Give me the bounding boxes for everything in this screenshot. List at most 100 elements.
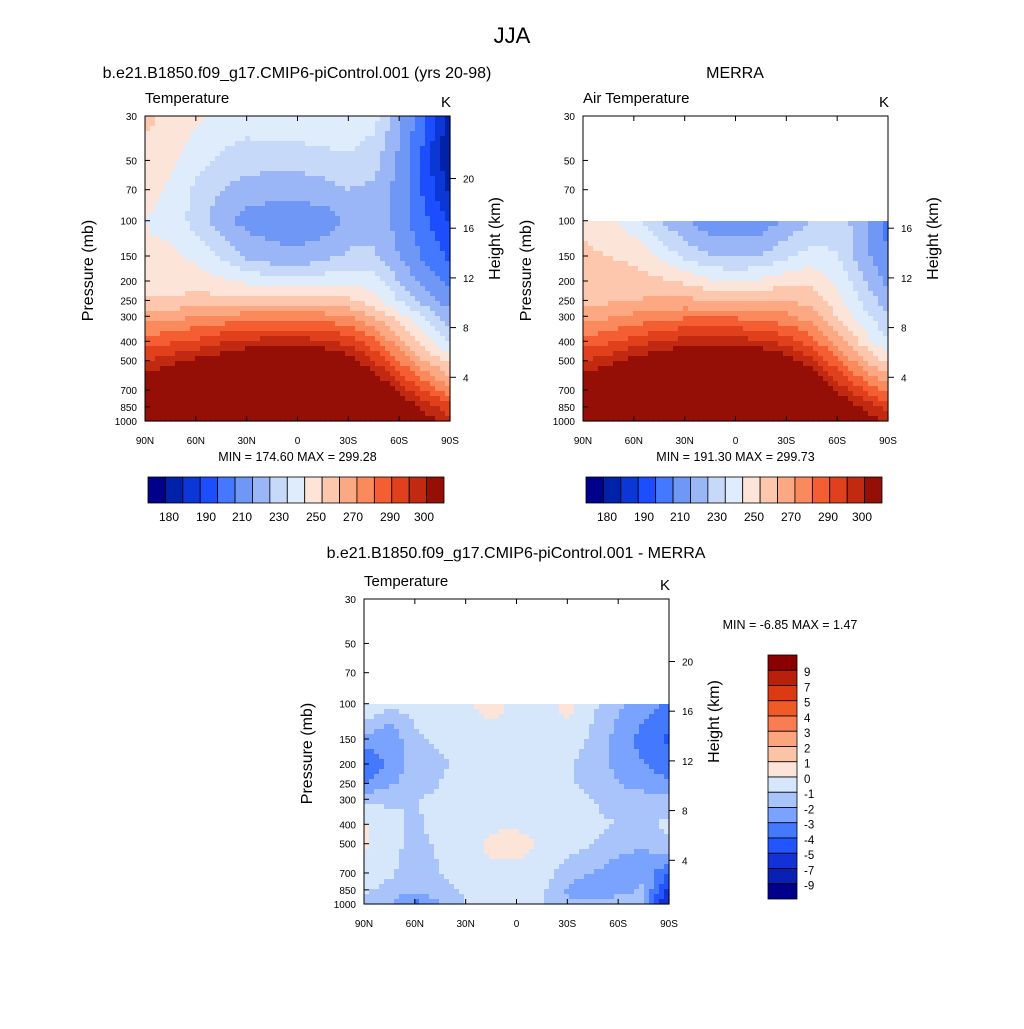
field-cell [195, 266, 201, 272]
field-cell [843, 306, 849, 312]
field-cell [285, 306, 291, 312]
field-cell [315, 376, 321, 382]
field-cell [210, 326, 216, 332]
field-cell [400, 141, 406, 147]
field-cell [220, 351, 226, 357]
field-cell [305, 336, 311, 342]
field-cell [410, 351, 416, 357]
field-cell [290, 351, 296, 357]
field-cell [175, 206, 181, 212]
field-cell [295, 241, 301, 247]
field-cell [155, 211, 161, 217]
field-cell [275, 396, 281, 402]
field-cell [325, 361, 331, 367]
field-cell [275, 321, 281, 327]
field-cell [658, 226, 664, 232]
field-cell [295, 221, 301, 227]
field-cell [803, 291, 809, 297]
field-cell [265, 306, 271, 312]
field-cell [410, 141, 416, 147]
field-cell [220, 346, 226, 352]
field-cell [255, 256, 261, 262]
field-cell [205, 301, 211, 307]
field-cell [195, 386, 201, 392]
field-cell [245, 376, 251, 382]
field-cell [320, 141, 326, 147]
field-cell [180, 286, 186, 292]
field-cell [698, 251, 704, 257]
field-cell [768, 311, 774, 317]
field-cell [678, 291, 684, 297]
field-cell [435, 191, 441, 197]
field-cell [863, 311, 869, 317]
field-cell [868, 231, 874, 237]
field-cell [325, 391, 331, 397]
field-cell [310, 286, 316, 292]
field-cell [833, 311, 839, 317]
field-cell [320, 361, 326, 367]
field-cell [355, 186, 361, 192]
field-cell [310, 396, 316, 402]
field-cell [405, 196, 411, 202]
field-cell [205, 326, 211, 332]
field-cell [325, 356, 331, 362]
field-cell [300, 301, 306, 307]
field-cell [175, 386, 181, 392]
field-cell [648, 256, 654, 262]
field-cell [340, 221, 346, 227]
field-cell [275, 286, 281, 292]
field-cell [380, 311, 386, 317]
field-cell [205, 386, 211, 392]
field-cell [205, 126, 211, 132]
field-cell [385, 221, 391, 227]
field-cell [435, 391, 441, 397]
field-cell [425, 161, 431, 167]
field-cell [708, 286, 714, 292]
field-cell [868, 306, 874, 312]
field-cell [405, 241, 411, 247]
field-cell [245, 166, 251, 172]
field-cell [738, 281, 744, 287]
field-cell [858, 301, 864, 307]
field-cell [385, 126, 391, 132]
field-cell [390, 386, 396, 392]
field-cell [873, 276, 879, 282]
field-cell [180, 386, 186, 392]
field-cell [270, 391, 276, 397]
field-cell [145, 186, 151, 192]
field-cell [430, 316, 436, 322]
field-cell [375, 191, 381, 197]
field-cell [265, 276, 271, 282]
field-cell [165, 301, 171, 307]
field-cell [160, 336, 166, 342]
field-cell [265, 286, 271, 292]
field-cell [653, 271, 659, 277]
field-cell [170, 371, 176, 377]
field-cell [205, 231, 211, 237]
field-cell [360, 276, 366, 282]
field-cell [145, 321, 151, 327]
field-cell [823, 221, 829, 227]
field-cell [220, 291, 226, 297]
field-cell [390, 341, 396, 347]
field-cell [230, 361, 236, 367]
field-cell [330, 161, 336, 167]
field-cell [175, 326, 181, 332]
field-cell [155, 256, 161, 262]
field-cell [285, 126, 291, 132]
field-cell [375, 261, 381, 267]
field-cell [315, 411, 321, 417]
field-cell [395, 371, 401, 377]
field-cell [200, 251, 206, 257]
field-cell [390, 186, 396, 192]
field-cell [848, 241, 854, 247]
field-cell [180, 411, 186, 417]
field-cell [170, 146, 176, 152]
field-cell [150, 156, 156, 162]
field-cell [225, 406, 231, 412]
field-cell [215, 396, 221, 402]
field-cell [365, 326, 371, 332]
field-cell [435, 406, 441, 412]
field-cell [673, 241, 679, 247]
field-cell [420, 156, 426, 162]
